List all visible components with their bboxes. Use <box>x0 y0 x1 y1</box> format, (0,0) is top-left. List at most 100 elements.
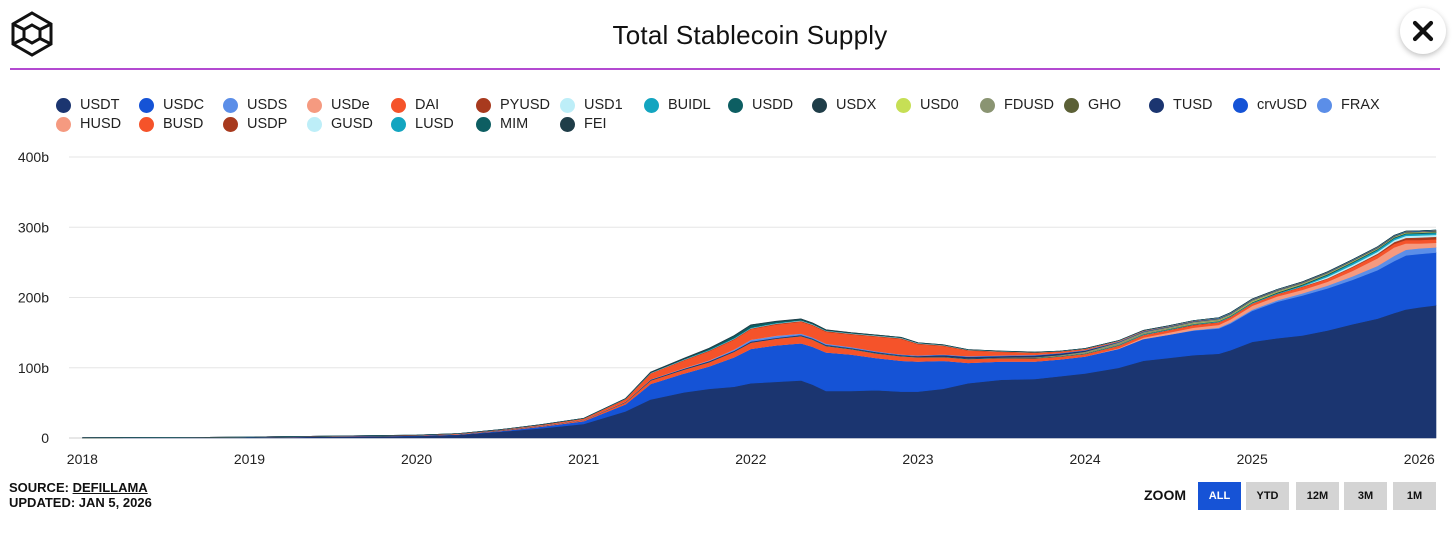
legend-label: GHO <box>1088 97 1122 113</box>
legend-item-fei[interactable]: FEI <box>560 116 607 132</box>
legend-label: USD1 <box>584 97 623 113</box>
legend-label: USDX <box>836 97 877 113</box>
legend-item-tusd[interactable]: TUSD <box>1149 97 1212 113</box>
legend-swatch <box>560 97 575 113</box>
legend-swatch <box>56 97 71 113</box>
x-tick-label: 2022 <box>735 451 766 467</box>
close-button[interactable] <box>1400 8 1446 54</box>
x-tick-label: 2023 <box>902 451 933 467</box>
x-tick-label: 2018 <box>67 451 98 467</box>
legend-swatch <box>139 116 154 132</box>
legend-swatch <box>1064 97 1079 113</box>
legend-item-usdd[interactable]: USDD <box>728 97 793 113</box>
legend-swatch <box>644 97 659 113</box>
legend-item-busd[interactable]: BUSD <box>139 116 203 132</box>
legend-label: GUSD <box>331 116 373 132</box>
legend-item-pyusd[interactable]: PYUSD <box>476 97 550 113</box>
legend-label: USDT <box>80 97 120 113</box>
legend-label: USDS <box>247 97 288 113</box>
legend-label: MIM <box>500 116 529 132</box>
legend-item-dai[interactable]: DAI <box>391 97 439 113</box>
legend-label: DAI <box>415 97 440 113</box>
legend-label: crvUSD <box>1257 97 1307 113</box>
legend-item-usds[interactable]: USDS <box>223 97 287 113</box>
legend-item-usd0[interactable]: USD0 <box>896 97 959 113</box>
legend-swatch <box>812 97 827 113</box>
zoom-3m-button[interactable]: 3M <box>1344 482 1387 510</box>
legend-swatch <box>476 97 491 113</box>
legend-item-mim[interactable]: MIM <box>476 116 528 132</box>
legend-label: FEI <box>584 116 607 132</box>
x-tick-label: 2025 <box>1237 451 1268 467</box>
legend-label: USDP <box>247 116 288 132</box>
stacked-area-chart: 0 100b 200b 300b 400b 2018 2019 2020 2021 2022 20… <box>18 149 1437 467</box>
y-tick-label: 400b <box>18 149 49 165</box>
legend-swatch <box>1149 97 1164 113</box>
x-tick-label: 2020 <box>401 451 432 467</box>
legend-swatch <box>728 97 743 113</box>
legend-item-usde[interactable]: USDe <box>307 97 370 113</box>
legend-label: PYUSD <box>500 97 550 113</box>
y-tick-label: 200b <box>18 290 49 306</box>
x-tick-label: 2021 <box>568 451 599 467</box>
close-icon[interactable] <box>1411 19 1435 43</box>
legend-label: FRAX <box>1341 97 1380 113</box>
legend-swatch <box>980 97 995 113</box>
legend-swatch <box>896 97 911 113</box>
legend-item-lusd[interactable]: LUSD <box>391 116 454 132</box>
zoom-all-button[interactable]: ALL <box>1198 482 1241 510</box>
page-title: Total Stablecoin Supply <box>612 20 888 50</box>
legend-label: TUSD <box>1173 97 1213 113</box>
y-tick-label: 0 <box>41 430 49 446</box>
chart-footer: SOURCE: DEFILLAMA UPDATED: JAN 5, 2026 <box>9 480 152 510</box>
updated-label: UPDATED: JAN 5, 2026 <box>9 495 152 510</box>
x-tick-label: 2026 <box>1404 451 1435 467</box>
legend-item-frax[interactable]: FRAX <box>1317 97 1380 113</box>
legend-item-husd[interactable]: HUSD <box>56 116 121 132</box>
legend-swatch <box>476 116 491 132</box>
legend-swatch <box>560 116 575 132</box>
zoom-ytd-button[interactable]: YTD <box>1246 482 1289 510</box>
legend-swatch <box>307 97 322 113</box>
zoom-label: ZOOM <box>1144 487 1186 503</box>
legend-label: USDD <box>752 97 794 113</box>
y-tick-label: 300b <box>18 219 49 235</box>
legend-swatch <box>223 116 238 132</box>
legend-label: USDe <box>331 97 370 113</box>
x-tick-label: 2019 <box>234 451 265 467</box>
legend-label: BUIDL <box>668 97 711 113</box>
legend-label: FDUSD <box>1004 97 1054 113</box>
legend-swatch <box>391 116 406 132</box>
legend-swatch <box>307 116 322 132</box>
legend-label: BUSD <box>163 116 204 132</box>
source-link[interactable]: DEFILLAMA <box>72 480 148 495</box>
zoom-12m-button[interactable]: 12M <box>1296 482 1339 510</box>
legend-item-fdusd[interactable]: FDUSD <box>980 97 1054 113</box>
legend-item-crvusd[interactable]: crvUSD <box>1233 97 1307 113</box>
zoom-1m-button[interactable]: 1M <box>1393 482 1436 510</box>
legend-item-gusd[interactable]: GUSD <box>307 116 373 132</box>
area-series-fei <box>82 229 1437 438</box>
header-divider <box>10 68 1440 70</box>
legend-item-usdx[interactable]: USDX <box>812 97 876 113</box>
source-line: SOURCE: DEFILLAMA <box>9 480 152 495</box>
legend-swatch <box>391 97 406 113</box>
source-label: SOURCE: <box>9 480 69 495</box>
legend-label: HUSD <box>80 116 122 132</box>
y-tick-label: 100b <box>18 360 49 376</box>
legend-item-gho[interactable]: GHO <box>1064 97 1121 113</box>
legend-swatch <box>1317 97 1332 113</box>
legend-swatch <box>1233 97 1248 113</box>
legend-item-buidl[interactable]: BUIDL <box>644 97 711 113</box>
legend-item-usd1[interactable]: USD1 <box>560 97 623 113</box>
x-tick-label: 2024 <box>1069 451 1100 467</box>
legend-item-usdp[interactable]: USDP <box>223 116 287 132</box>
legend-label: LUSD <box>415 116 454 132</box>
legend-item-usdc[interactable]: USDC <box>139 97 204 113</box>
logo-icon <box>10 11 54 57</box>
legend-label: USD0 <box>920 97 959 113</box>
legend-label: USDC <box>163 97 205 113</box>
legend-swatch <box>56 116 71 132</box>
legend-swatch <box>223 97 238 113</box>
legend-item-usdt[interactable]: USDT <box>56 97 119 113</box>
